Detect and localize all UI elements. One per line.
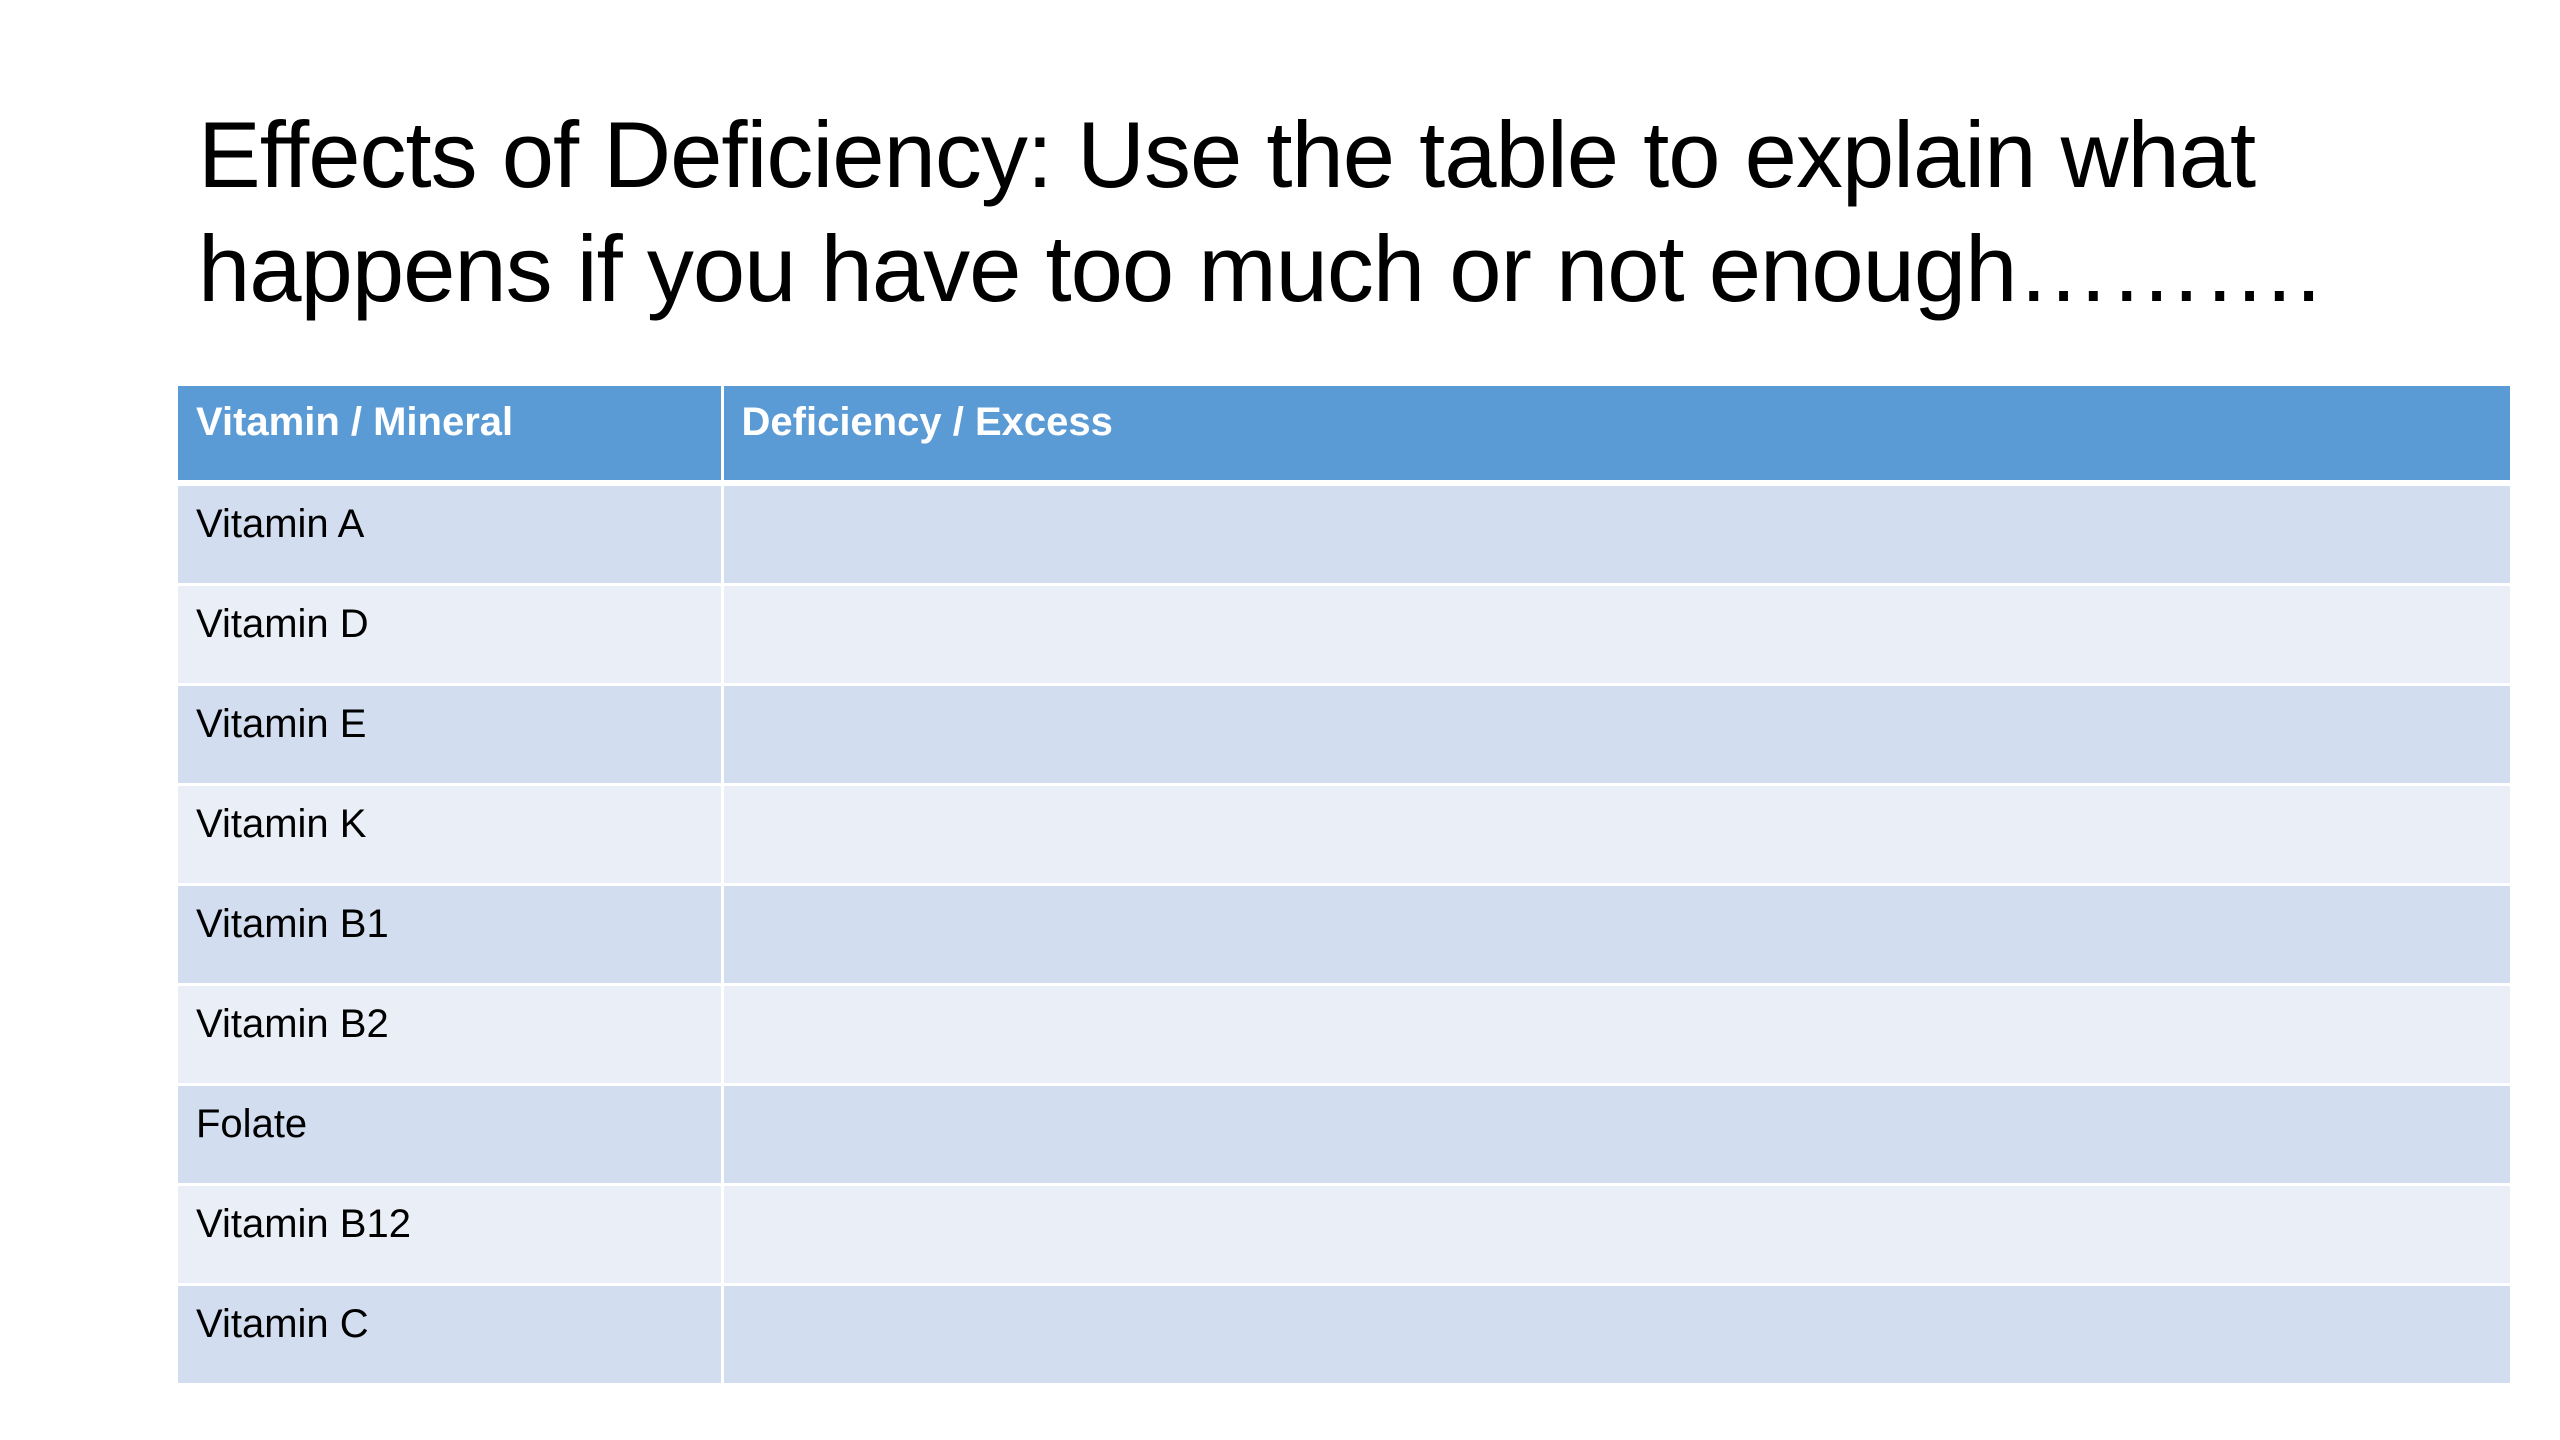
slide-title: Effects of Deficiency: Use the table to … <box>198 98 2438 326</box>
vitamin-cell: Vitamin B1 <box>178 884 724 986</box>
table-row: Folate <box>178 1084 2510 1186</box>
deficiency-excess-cell[interactable] <box>722 984 2510 1086</box>
vitamin-cell: Vitamin E <box>178 684 724 786</box>
slide-title-line-1: Effects of Deficiency: Use the table to … <box>198 102 2256 207</box>
table-header-row: Vitamin / Mineral Deficiency / Excess <box>178 386 2510 486</box>
table-row: Vitamin B1 <box>178 884 2510 986</box>
deficiency-excess-cell[interactable] <box>722 483 2510 586</box>
deficiency-excess-cell[interactable] <box>722 784 2510 886</box>
table-row: Vitamin A <box>178 483 2510 586</box>
deficiency-excess-cell[interactable] <box>722 1184 2510 1286</box>
vitamin-cell: Vitamin D <box>178 584 724 686</box>
column-header-vitamin-mineral: Vitamin / Mineral <box>178 386 724 486</box>
vitamin-cell: Folate <box>178 1084 724 1186</box>
deficiency-excess-cell[interactable] <box>722 1284 2510 1386</box>
vitamin-cell: Vitamin B2 <box>178 984 724 1086</box>
deficiency-excess-cell[interactable] <box>722 584 2510 686</box>
deficiency-excess-cell[interactable] <box>722 1084 2510 1186</box>
table-row: Vitamin B2 <box>178 984 2510 1086</box>
vitamin-table: Vitamin / Mineral Deficiency / Excess Vi… <box>178 386 2510 1386</box>
vitamin-cell: Vitamin B12 <box>178 1184 724 1286</box>
deficiency-excess-cell[interactable] <box>722 684 2510 786</box>
vitamin-cell: Vitamin C <box>178 1284 724 1386</box>
table-row: Vitamin D <box>178 584 2510 686</box>
column-header-deficiency-excess: Deficiency / Excess <box>722 386 2510 486</box>
vitamin-cell: Vitamin K <box>178 784 724 886</box>
table-row: Vitamin K <box>178 784 2510 886</box>
table-row: Vitamin C <box>178 1284 2510 1386</box>
table-row: Vitamin B12 <box>178 1184 2510 1286</box>
vitamin-cell: Vitamin A <box>178 483 724 586</box>
deficiency-excess-cell[interactable] <box>722 884 2510 986</box>
table-row: Vitamin E <box>178 684 2510 786</box>
slide-title-line-2: happens if you have too much or not enou… <box>198 216 2322 321</box>
